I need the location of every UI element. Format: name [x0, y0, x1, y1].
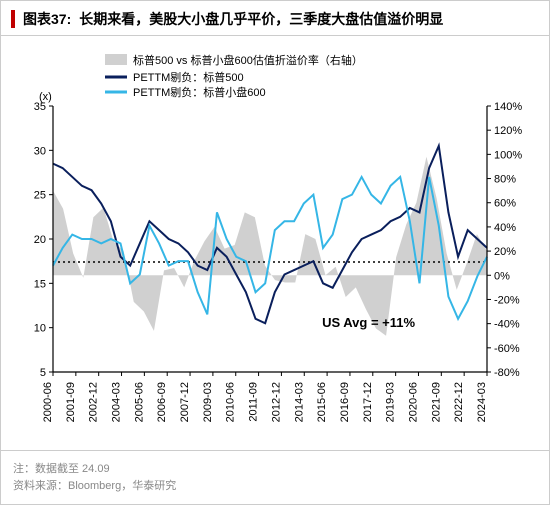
- svg-text:US Avg = +11%: US Avg = +11%: [322, 315, 415, 330]
- svg-text:PETTM剔负：标普小盘600: PETTM剔负：标普小盘600: [133, 85, 266, 99]
- chart-card: 图表37: 长期来看，美股大小盘几乎平价，三季度大盘估值溢价明显 标普500 v…: [0, 0, 550, 505]
- svg-text:2007-12: 2007-12: [179, 382, 191, 422]
- footer: 注：数据截至 24.09 资料来源：Bloomberg，华泰研究: [1, 455, 549, 504]
- svg-text:2000-06: 2000-06: [42, 382, 54, 422]
- svg-text:100%: 100%: [494, 149, 522, 161]
- svg-text:2002-12: 2002-12: [88, 382, 100, 422]
- svg-text:2024-03: 2024-03: [476, 382, 488, 422]
- svg-text:2017-12: 2017-12: [362, 382, 374, 422]
- svg-text:35: 35: [34, 101, 46, 113]
- svg-text:120%: 120%: [494, 125, 522, 137]
- title-row: 图表37: 长期来看，美股大小盘几乎平价，三季度大盘估值溢价明显: [1, 1, 549, 35]
- svg-text:2011-09: 2011-09: [248, 382, 260, 422]
- svg-text:2020-06: 2020-06: [407, 382, 419, 422]
- svg-text:2014-03: 2014-03: [293, 382, 305, 422]
- footer-source: 资料来源：Bloomberg，华泰研究: [13, 478, 537, 495]
- svg-text:-20%: -20%: [494, 294, 520, 306]
- svg-text:20: 20: [34, 234, 46, 246]
- svg-text:2006-09: 2006-09: [156, 382, 168, 422]
- chart-area: 标普500 vs 标普小盘600估值折溢价率（右轴） PETTM剔负：标普500P…: [1, 40, 549, 444]
- svg-text:10: 10: [34, 323, 46, 335]
- chart-number: 图表37:: [23, 9, 71, 29]
- svg-text:-40%: -40%: [494, 319, 520, 331]
- svg-text:5: 5: [40, 367, 46, 379]
- svg-text:2015-06: 2015-06: [316, 382, 328, 422]
- title-separator: [1, 35, 549, 36]
- footer-separator: [1, 450, 549, 451]
- svg-text:20%: 20%: [494, 246, 516, 258]
- svg-text:2004-03: 2004-03: [111, 382, 123, 422]
- accent-bar: [11, 10, 15, 28]
- svg-text:-80%: -80%: [494, 367, 520, 379]
- svg-text:2021-09: 2021-09: [430, 382, 442, 422]
- svg-text:2010-06: 2010-06: [225, 382, 237, 422]
- svg-text:-60%: -60%: [494, 343, 520, 355]
- svg-text:80%: 80%: [494, 174, 516, 186]
- svg-text:2022-12: 2022-12: [453, 382, 465, 422]
- svg-text:25: 25: [34, 190, 46, 202]
- svg-text:15: 15: [34, 278, 46, 290]
- svg-text:2012-12: 2012-12: [270, 382, 282, 422]
- svg-text:PETTM剔负：标普500: PETTM剔负：标普500: [133, 70, 244, 84]
- svg-text:140%: 140%: [494, 101, 522, 113]
- svg-text:2005-06: 2005-06: [133, 382, 145, 422]
- svg-text:40%: 40%: [494, 222, 516, 234]
- svg-text:30: 30: [34, 145, 46, 157]
- chart-title: 长期来看，美股大小盘几乎平价，三季度大盘估值溢价明显: [79, 9, 443, 29]
- svg-text:2016-09: 2016-09: [339, 382, 351, 422]
- svg-text:2019-03: 2019-03: [385, 382, 397, 422]
- chart-svg: 标普500 vs 标普小盘600估值折溢价率（右轴） PETTM剔负：标普500P…: [13, 44, 535, 444]
- svg-text:标普500 vs 标普小盘600估值折溢价率（右轴）: 标普500 vs 标普小盘600估值折溢价率（右轴）: [133, 53, 363, 67]
- svg-text:0%: 0%: [494, 270, 510, 282]
- svg-text:2009-03: 2009-03: [202, 382, 214, 422]
- svg-text:2001-09: 2001-09: [65, 382, 77, 422]
- svg-text:60%: 60%: [494, 198, 516, 210]
- footer-note: 注：数据截至 24.09: [13, 461, 537, 478]
